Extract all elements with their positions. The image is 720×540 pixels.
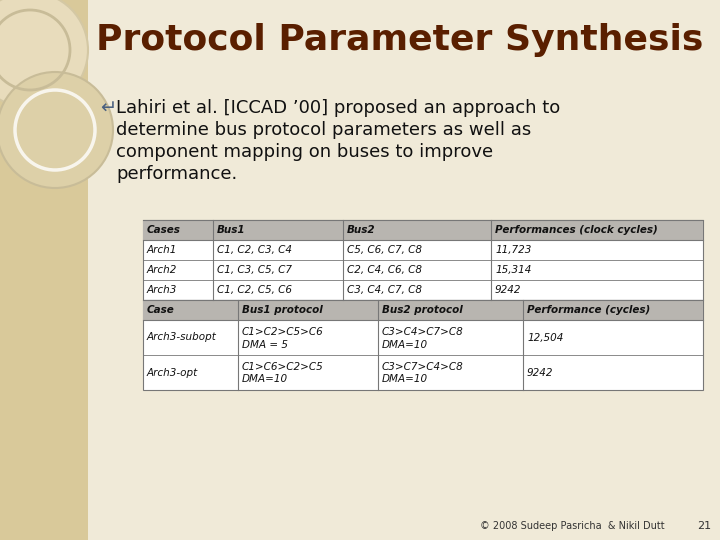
- Text: C3>C4>C7>C8: C3>C4>C7>C8: [382, 327, 464, 336]
- Text: Bus2: Bus2: [347, 225, 376, 235]
- Text: Arch3-opt: Arch3-opt: [147, 368, 198, 377]
- Text: C2, C4, C6, C8: C2, C4, C6, C8: [347, 265, 422, 275]
- Bar: [143, 300, 703, 320]
- Text: Arch3-subopt: Arch3-subopt: [147, 333, 217, 342]
- Text: component mapping on buses to improve: component mapping on buses to improve: [116, 143, 493, 161]
- Text: © 2008 Sudeep Pasricha  & Nikil Dutt: © 2008 Sudeep Pasricha & Nikil Dutt: [480, 521, 665, 531]
- Text: DMA=10: DMA=10: [242, 375, 288, 384]
- Text: DMA=10: DMA=10: [382, 340, 428, 349]
- Text: Arch1: Arch1: [147, 245, 177, 255]
- Text: ↵: ↵: [100, 98, 117, 118]
- Text: Performance (cycles): Performance (cycles): [527, 305, 650, 315]
- Text: C1, C3, C5, C7: C1, C3, C5, C7: [217, 265, 292, 275]
- Text: Bus1: Bus1: [217, 225, 246, 235]
- Text: performance.: performance.: [116, 165, 238, 183]
- Bar: [143, 220, 703, 240]
- Text: C5, C6, C7, C8: C5, C6, C7, C8: [347, 245, 422, 255]
- Text: 12,504: 12,504: [527, 333, 563, 342]
- Text: DMA=10: DMA=10: [382, 375, 428, 384]
- Text: C3>C7>C4>C8: C3>C7>C4>C8: [382, 362, 464, 372]
- Text: Cases: Cases: [147, 225, 181, 235]
- Text: 11,723: 11,723: [495, 245, 531, 255]
- Text: Bus2 protocol: Bus2 protocol: [382, 305, 463, 315]
- Circle shape: [0, 72, 113, 188]
- Text: C3, C4, C7, C8: C3, C4, C7, C8: [347, 285, 422, 295]
- Text: Performances (clock cycles): Performances (clock cycles): [495, 225, 658, 235]
- Text: 15,314: 15,314: [495, 265, 531, 275]
- Text: Case: Case: [147, 305, 175, 315]
- Text: 9242: 9242: [495, 285, 521, 295]
- Circle shape: [0, 0, 88, 108]
- Text: Bus1 protocol: Bus1 protocol: [242, 305, 323, 315]
- Text: Arch3: Arch3: [147, 285, 177, 295]
- Text: determine bus protocol parameters as well as: determine bus protocol parameters as wel…: [116, 121, 531, 139]
- Bar: [143, 220, 703, 300]
- Text: C1>C2>C5>C6: C1>C2>C5>C6: [242, 327, 324, 336]
- Bar: [0, 0, 88, 540]
- Text: 21: 21: [697, 521, 711, 531]
- Text: C1>C6>C2>C5: C1>C6>C2>C5: [242, 362, 324, 372]
- Text: Lahiri et al. [ICCAD ’00] proposed an approach to: Lahiri et al. [ICCAD ’00] proposed an ap…: [116, 99, 560, 117]
- Text: Protocol Parameter Synthesis: Protocol Parameter Synthesis: [96, 23, 703, 57]
- Text: C1, C2, C3, C4: C1, C2, C3, C4: [217, 245, 292, 255]
- Text: Arch2: Arch2: [147, 265, 177, 275]
- Bar: [143, 300, 703, 390]
- Text: C1, C2, C5, C6: C1, C2, C5, C6: [217, 285, 292, 295]
- Text: 9242: 9242: [527, 368, 554, 377]
- Text: DMA = 5: DMA = 5: [242, 340, 288, 349]
